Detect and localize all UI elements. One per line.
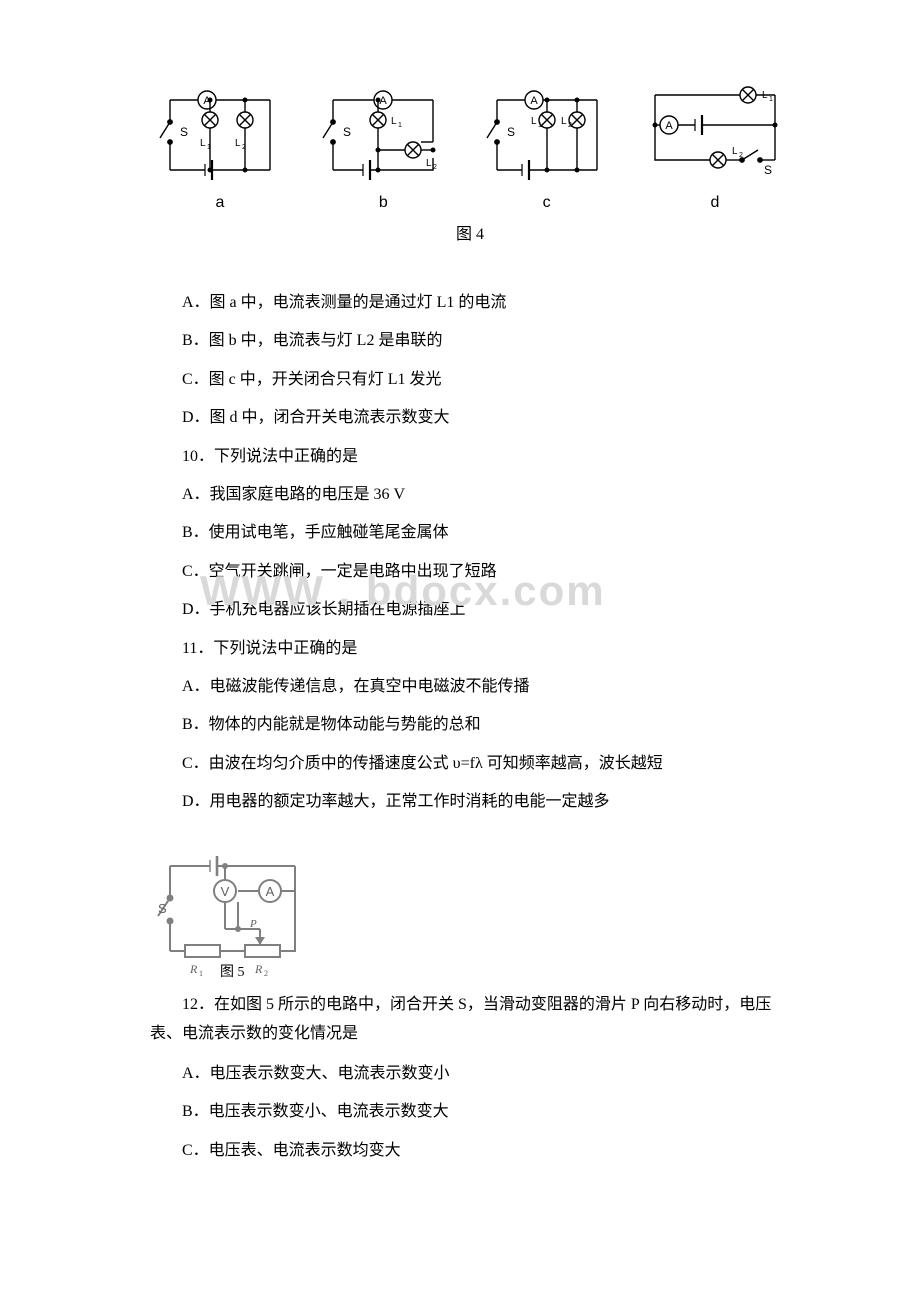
- diagram-a: A S L 1 L 2 a: [150, 80, 290, 212]
- q12-option-b: B．电压表示数变小、电流表示数变大: [150, 1093, 790, 1131]
- svg-text:A: A: [203, 95, 211, 107]
- svg-text:R: R: [254, 962, 263, 976]
- q11-stem: 11．下列说法中正确的是: [150, 630, 790, 668]
- svg-text:1: 1: [398, 122, 402, 129]
- svg-text:1: 1: [538, 122, 542, 129]
- svg-text:V: V: [221, 884, 230, 899]
- svg-text:L: L: [732, 146, 738, 157]
- circuit-5-svg: V A S R 1 R 2 P 图 5: [150, 851, 320, 981]
- svg-text:1: 1: [207, 144, 211, 151]
- diagram-c-label: c: [543, 194, 551, 212]
- svg-text:P: P: [249, 918, 257, 930]
- svg-text:2: 2: [433, 164, 437, 171]
- q10-option-d: D．手机充电器应该长期插在电源插座上: [150, 591, 790, 629]
- svg-text:2: 2: [242, 144, 246, 151]
- svg-text:S: S: [764, 163, 772, 177]
- svg-text:L: L: [531, 116, 537, 127]
- q10-stem: 10．下列说法中正确的是: [150, 438, 790, 476]
- svg-text:R: R: [189, 962, 198, 976]
- circuit-c-svg: A S L 1 L 2: [477, 80, 617, 190]
- svg-text:2: 2: [739, 152, 743, 159]
- figure-5: V A S R 1 R 2 P 图 5: [150, 851, 790, 981]
- q11-option-b: B．物体的内能就是物体动能与势能的总和: [150, 706, 790, 744]
- circuit-b-svg: A S L 1 L 2: [313, 80, 453, 190]
- diagram-a-label: a: [216, 194, 225, 212]
- q11-option-c: C．由波在均匀介质中的传播速度公式 υ=fλ 可知频率越高，波长越短: [150, 745, 790, 783]
- svg-text:L: L: [200, 138, 206, 149]
- svg-text:L: L: [561, 116, 567, 127]
- svg-text:1: 1: [769, 96, 773, 103]
- svg-text:S: S: [343, 125, 351, 139]
- q9-option-a: A．图 a 中，电流表测量的是通过灯 L1 的电流: [150, 284, 790, 322]
- q10-option-c: C．空气开关跳闸，一定是电路中出现了短路: [150, 553, 790, 591]
- diagram-c: A S L 1 L 2 c: [477, 80, 617, 212]
- diagram-d: A L 1 L 2 S d: [640, 80, 790, 212]
- q12-stem: 12．在如图 5 所示的电路中，闭合开关 S，当滑动变阻器的滑片 P 向右移动时…: [150, 991, 790, 1049]
- svg-text:2: 2: [264, 969, 268, 978]
- diagram-b: A S L 1 L 2 b: [313, 80, 453, 212]
- q11-option-d: D．用电器的额定功率越大，正常工作时消耗的电能一定越多: [150, 783, 790, 821]
- svg-text:L: L: [235, 138, 241, 149]
- q10-option-a: A．我国家庭电路的电压是 36 V: [150, 476, 790, 514]
- svg-text:S: S: [180, 125, 188, 139]
- diagram-b-label: b: [379, 194, 388, 212]
- svg-text:A: A: [266, 884, 275, 899]
- q12-option-a: A．电压表示数变大、电流表示数变小: [150, 1055, 790, 1093]
- svg-text:2: 2: [568, 122, 572, 129]
- figure-4-diagrams: A S L 1 L 2 a: [150, 80, 790, 212]
- svg-text:L: L: [391, 116, 397, 127]
- svg-text:A: A: [380, 95, 388, 107]
- figure-5-caption: 图 5: [220, 965, 245, 980]
- svg-text:S: S: [507, 125, 515, 139]
- svg-text:1: 1: [199, 969, 203, 978]
- q9-option-d: D．图 d 中，闭合开关电流表示数变大: [150, 399, 790, 437]
- diagram-d-label: d: [711, 194, 720, 212]
- q11-option-a: A．电磁波能传递信息，在真空中电磁波不能传播: [150, 668, 790, 706]
- q9-option-b: B．图 b 中，电流表与灯 L2 是串联的: [150, 322, 790, 360]
- svg-text:A: A: [530, 95, 538, 107]
- svg-text:L: L: [762, 90, 768, 101]
- circuit-a-svg: A S L 1 L 2: [150, 80, 290, 190]
- q12-option-c: C．电压表、电流表示数均变大: [150, 1132, 790, 1170]
- svg-text:S: S: [158, 901, 167, 916]
- svg-text:A: A: [665, 120, 673, 132]
- svg-text:L: L: [426, 158, 432, 169]
- figure-4-caption: 图 4: [150, 220, 790, 244]
- q9-option-c: C．图 c 中，开关闭合只有灯 L1 发光: [150, 361, 790, 399]
- circuit-d-svg: A L 1 L 2 S: [640, 80, 790, 190]
- q10-option-b: B．使用试电笔，手应触碰笔尾金属体: [150, 514, 790, 552]
